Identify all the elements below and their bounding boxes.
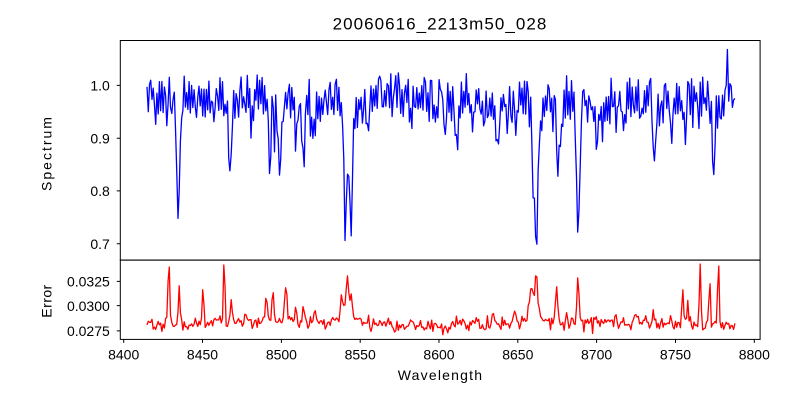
svg-text:8450: 8450 bbox=[187, 346, 218, 362]
svg-text:0.0275: 0.0275 bbox=[67, 323, 110, 339]
svg-text:Wavelength: Wavelength bbox=[398, 367, 483, 383]
svg-text:8650: 8650 bbox=[502, 346, 533, 362]
svg-text:8600: 8600 bbox=[423, 346, 454, 362]
svg-text:0.8: 0.8 bbox=[90, 183, 110, 199]
svg-text:Spectrum: Spectrum bbox=[38, 115, 54, 191]
svg-text:0.9: 0.9 bbox=[90, 131, 110, 147]
svg-text:8800: 8800 bbox=[739, 346, 770, 362]
svg-text:20060616_2213m50_028: 20060616_2213m50_028 bbox=[333, 15, 548, 34]
svg-text:8550: 8550 bbox=[345, 346, 376, 362]
svg-text:0.0325: 0.0325 bbox=[67, 274, 110, 290]
svg-text:8400: 8400 bbox=[108, 346, 139, 362]
svg-text:0.7: 0.7 bbox=[90, 236, 110, 252]
svg-text:8700: 8700 bbox=[581, 346, 612, 362]
svg-text:1.0: 1.0 bbox=[90, 78, 110, 94]
svg-text:0.0300: 0.0300 bbox=[67, 298, 110, 314]
svg-text:Error: Error bbox=[38, 284, 54, 317]
svg-text:8500: 8500 bbox=[266, 346, 297, 362]
svg-text:8750: 8750 bbox=[660, 346, 691, 362]
